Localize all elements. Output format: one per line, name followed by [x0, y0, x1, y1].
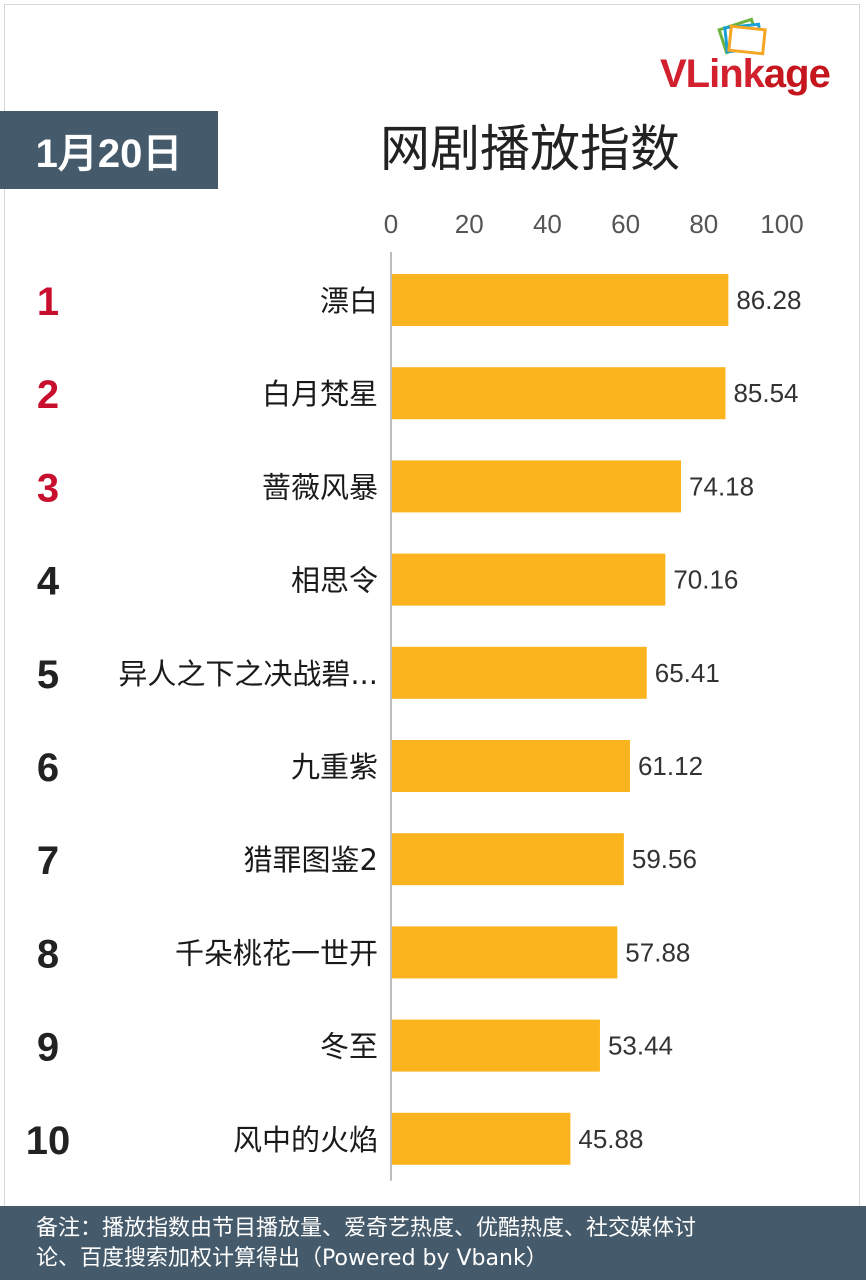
data-label: 86.28 — [736, 285, 801, 315]
rank-label: 9 — [37, 1026, 59, 1070]
x-tick-label: 40 — [533, 209, 562, 239]
bar — [392, 833, 624, 886]
footer-note-line-1: 备注：播放指数由节目播放量、爱奇艺热度、优酷热度、社交媒体讨 — [36, 1216, 697, 1241]
bar — [392, 926, 618, 979]
bar — [392, 460, 682, 513]
x-tick-label: 100 — [760, 209, 803, 239]
category-label: 冬至 — [320, 1030, 378, 1064]
bar — [392, 553, 666, 606]
x-tick-label: 80 — [689, 209, 718, 239]
rank-label: 8 — [37, 932, 59, 976]
category-label: 九重紫 — [291, 750, 378, 784]
rank-label: 10 — [26, 1119, 71, 1163]
data-label: 65.41 — [655, 658, 720, 688]
footer-note-line-2: 论、百度搜索加权计算得出（Powered by Vbank） — [36, 1246, 548, 1271]
category-label: 异人之下之决战碧... — [118, 657, 378, 691]
data-label: 61.12 — [638, 751, 703, 781]
category-label: 蔷薇风暴 — [262, 470, 378, 504]
data-label: 57.88 — [625, 937, 690, 967]
bar — [392, 646, 647, 699]
category-label: 千朵桃花一世开 — [175, 936, 378, 970]
data-label: 53.44 — [608, 1031, 673, 1061]
rank-label: 3 — [37, 466, 59, 510]
category-label: 白月梵星 — [262, 377, 378, 411]
data-label: 59.56 — [632, 844, 697, 874]
bar-chart: 0 20 40 60 80 100 86.28 漂白 1 85.54 白月梵星 2 74.18 蔷薇风暴 3… — [26, 209, 804, 1181]
bar — [392, 740, 630, 792]
bar — [392, 367, 726, 420]
data-label: 45.88 — [578, 1124, 643, 1154]
chart-title: 网剧播放指数 — [380, 120, 680, 178]
date-badge: 1月20日 — [0, 111, 218, 189]
rank-label: 6 — [37, 746, 59, 790]
logo-cards-icon — [717, 17, 767, 56]
bar — [392, 1112, 571, 1165]
rank-label: 7 — [37, 839, 59, 883]
x-tick-label: 20 — [455, 209, 484, 239]
rank-label: 1 — [37, 280, 59, 324]
category-label: 相思令 — [291, 564, 378, 598]
category-label: 猎罪图鉴2 — [244, 843, 378, 877]
data-label: 70.16 — [673, 565, 738, 595]
vlinkage-logo: VLinkage — [660, 14, 860, 94]
x-tick-label: 60 — [611, 209, 640, 239]
category-label: 漂白 — [320, 284, 378, 318]
rank-label: 2 — [37, 373, 59, 417]
bar — [392, 274, 729, 326]
rank-label: 5 — [37, 653, 59, 697]
data-label: 74.18 — [689, 471, 754, 501]
logo-wordmark: VLinkage — [660, 52, 831, 96]
footer-note: 备注：播放指数由节目播放量、爱奇艺热度、优酷热度、社交媒体讨 论、百度搜索加权计… — [0, 1206, 866, 1280]
rank-label: 4 — [37, 560, 60, 604]
data-label: 85.54 — [733, 378, 798, 408]
x-tick-label: 0 — [384, 209, 398, 239]
category-label: 风中的火焰 — [233, 1123, 378, 1157]
bar — [392, 1019, 600, 1072]
